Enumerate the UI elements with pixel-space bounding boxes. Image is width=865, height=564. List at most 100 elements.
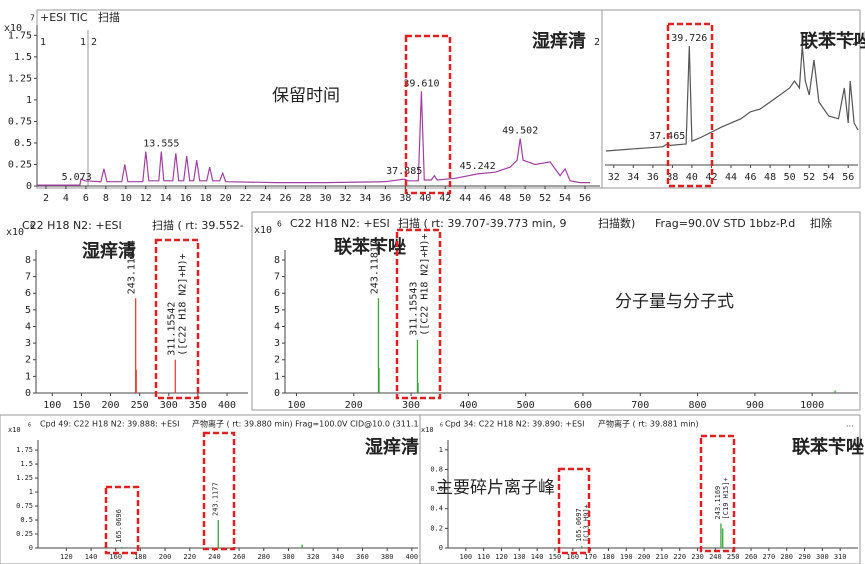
y-tick-label: 0 [25, 388, 31, 399]
x-tick-label: 48 [499, 193, 511, 204]
panel-header: Frag=90.0V STD 1bbz-P.d [655, 217, 795, 230]
x-tick-label: 240 [208, 553, 221, 561]
x-tick-label: 120 [495, 553, 508, 561]
y-tick-label: 0 [274, 388, 280, 399]
x-tick-label: 300 [160, 400, 178, 411]
panel-header: +ESI TIC [40, 11, 88, 24]
panel-header: 产物离子 ( rt: 39.880 min) Frag=100.0V CID@1… [192, 419, 419, 429]
y-tick-label: 1.5 [14, 52, 32, 63]
y-tick-label: 6 [25, 288, 31, 299]
x-tick-label: 260 [745, 553, 758, 561]
annotation: 保留时间 [272, 86, 340, 106]
x-tick-label: 140 [531, 553, 544, 561]
y-tick-label: 0.75 [16, 502, 33, 510]
x-tick-label: 130 [513, 553, 526, 561]
y-tick-label: 0.6 [430, 485, 443, 493]
x-tick-label: 350 [189, 400, 207, 411]
highlight-box [557, 467, 591, 555]
x-tick-label: 220 [673, 553, 686, 561]
x-tick-label: 400 [218, 400, 236, 411]
y-exponent: 6 [440, 423, 443, 429]
y-tick-label: 8 [274, 255, 280, 266]
compound-callout: 湿痒清 [365, 436, 419, 458]
x-tick-label: 44 [725, 172, 737, 183]
compound-callout: 湿痒清 [532, 30, 586, 52]
x-tick-label: 200 [159, 553, 172, 561]
x-tick-label: 32 [608, 172, 620, 183]
panel-frame [0, 414, 421, 564]
y-exponent: 7 [30, 14, 35, 23]
annotation: 分子量与分子式 [615, 292, 734, 312]
x-tick-label: 36 [647, 172, 659, 183]
peak-label: 5.073 [62, 172, 92, 183]
panel-header: Cpd 34: C22 H18 N2: 39.890: +ESI [445, 420, 585, 429]
panel-header: 产物离子 ( rt: 39.881 min) [598, 419, 699, 429]
x-tick-label: 48 [764, 172, 776, 183]
panel-frame [251, 211, 861, 411]
x-tick-label: 2 [43, 193, 49, 204]
x-tick-label: 280 [780, 553, 793, 561]
highlight-box [104, 485, 140, 555]
y-tick-label: 2 [274, 355, 280, 366]
y-tick-label: 1 [274, 371, 280, 382]
peak-mz-label: 243.11817 [369, 240, 380, 294]
x-tick-label: 260 [233, 553, 246, 561]
x-tick-label: 100 [459, 553, 472, 561]
x-tick-label: 4 [63, 193, 69, 204]
x-tick-label: 300 [282, 553, 295, 561]
highlight-box [202, 431, 236, 551]
x-tick-label: 30 [319, 193, 331, 204]
y-tick-label: 1 [25, 371, 31, 382]
x-tick-label: 400 [406, 553, 419, 561]
x-tick-label: 110 [477, 553, 490, 561]
compound-callout: 联苯苄唑 [800, 30, 865, 52]
peak-mz-label: 243.11814 [127, 240, 138, 294]
segment-marker: 2 [852, 37, 858, 48]
peak-label: 37.885 [386, 166, 422, 177]
peak-mz-label: 243.1169 [714, 486, 722, 520]
x-tick-label: 50 [784, 172, 796, 183]
x-tick-label: 26 [280, 193, 292, 204]
y-tick-label: 0 [26, 181, 32, 192]
y-multiplier: x10 [4, 23, 22, 34]
x-tick-label: 380 [381, 553, 394, 561]
x-tick-label: 320 [307, 553, 320, 561]
x-tick-label: 600 [574, 400, 592, 411]
y-tick-label: 1.75 [16, 446, 33, 454]
x-tick-label: 20 [220, 193, 232, 204]
y-tick-label: 3 [274, 338, 280, 349]
panel-header: 扫描 ( rt: 39.552- [152, 218, 244, 232]
x-tick-label: 24 [260, 193, 272, 204]
y-tick-label: 7 [274, 272, 280, 283]
y-tick-label: 2 [25, 355, 31, 366]
highlight-box [666, 22, 714, 188]
y-tick-label: 6 [274, 288, 280, 299]
y-tick-label: 1.75 [8, 30, 32, 41]
x-tick-label: 800 [689, 400, 707, 411]
peak-mz-label: 311.15542 [166, 302, 177, 356]
peak-label: 39.610 [403, 78, 439, 89]
x-tick-label: 140 [85, 553, 98, 561]
x-tick-label: 12 [140, 193, 152, 204]
x-tick-label: 360 [356, 553, 369, 561]
x-tick-label: 18 [200, 193, 212, 204]
x-tick-label: 28 [299, 193, 311, 204]
x-tick-label: 150 [72, 400, 90, 411]
y-tick-label: 0.25 [16, 530, 33, 538]
y-tick-label: 0.4 [430, 505, 443, 513]
x-tick-label: 42 [439, 193, 451, 204]
peak-mz-label: 311.15543 [408, 282, 419, 336]
x-tick-label: 250 [727, 553, 740, 561]
y-tick-label: 0.75 [8, 116, 32, 127]
panel-header: 扫描 [98, 10, 120, 24]
x-tick-label: 56 [842, 172, 854, 183]
x-tick-label: 900 [746, 400, 764, 411]
y-tick-label: 1 [26, 95, 32, 106]
panel-header: 扫描 ( rt: 39.707-39.773 min, 9 [398, 216, 567, 230]
peak-label: 39.726 [671, 33, 707, 44]
panel-header: 扣除 [810, 216, 832, 230]
peak-formula: [C19 H15]+ [722, 477, 730, 519]
x-tick-label: 32 [339, 193, 351, 204]
x-tick-label: 250 [131, 400, 149, 411]
